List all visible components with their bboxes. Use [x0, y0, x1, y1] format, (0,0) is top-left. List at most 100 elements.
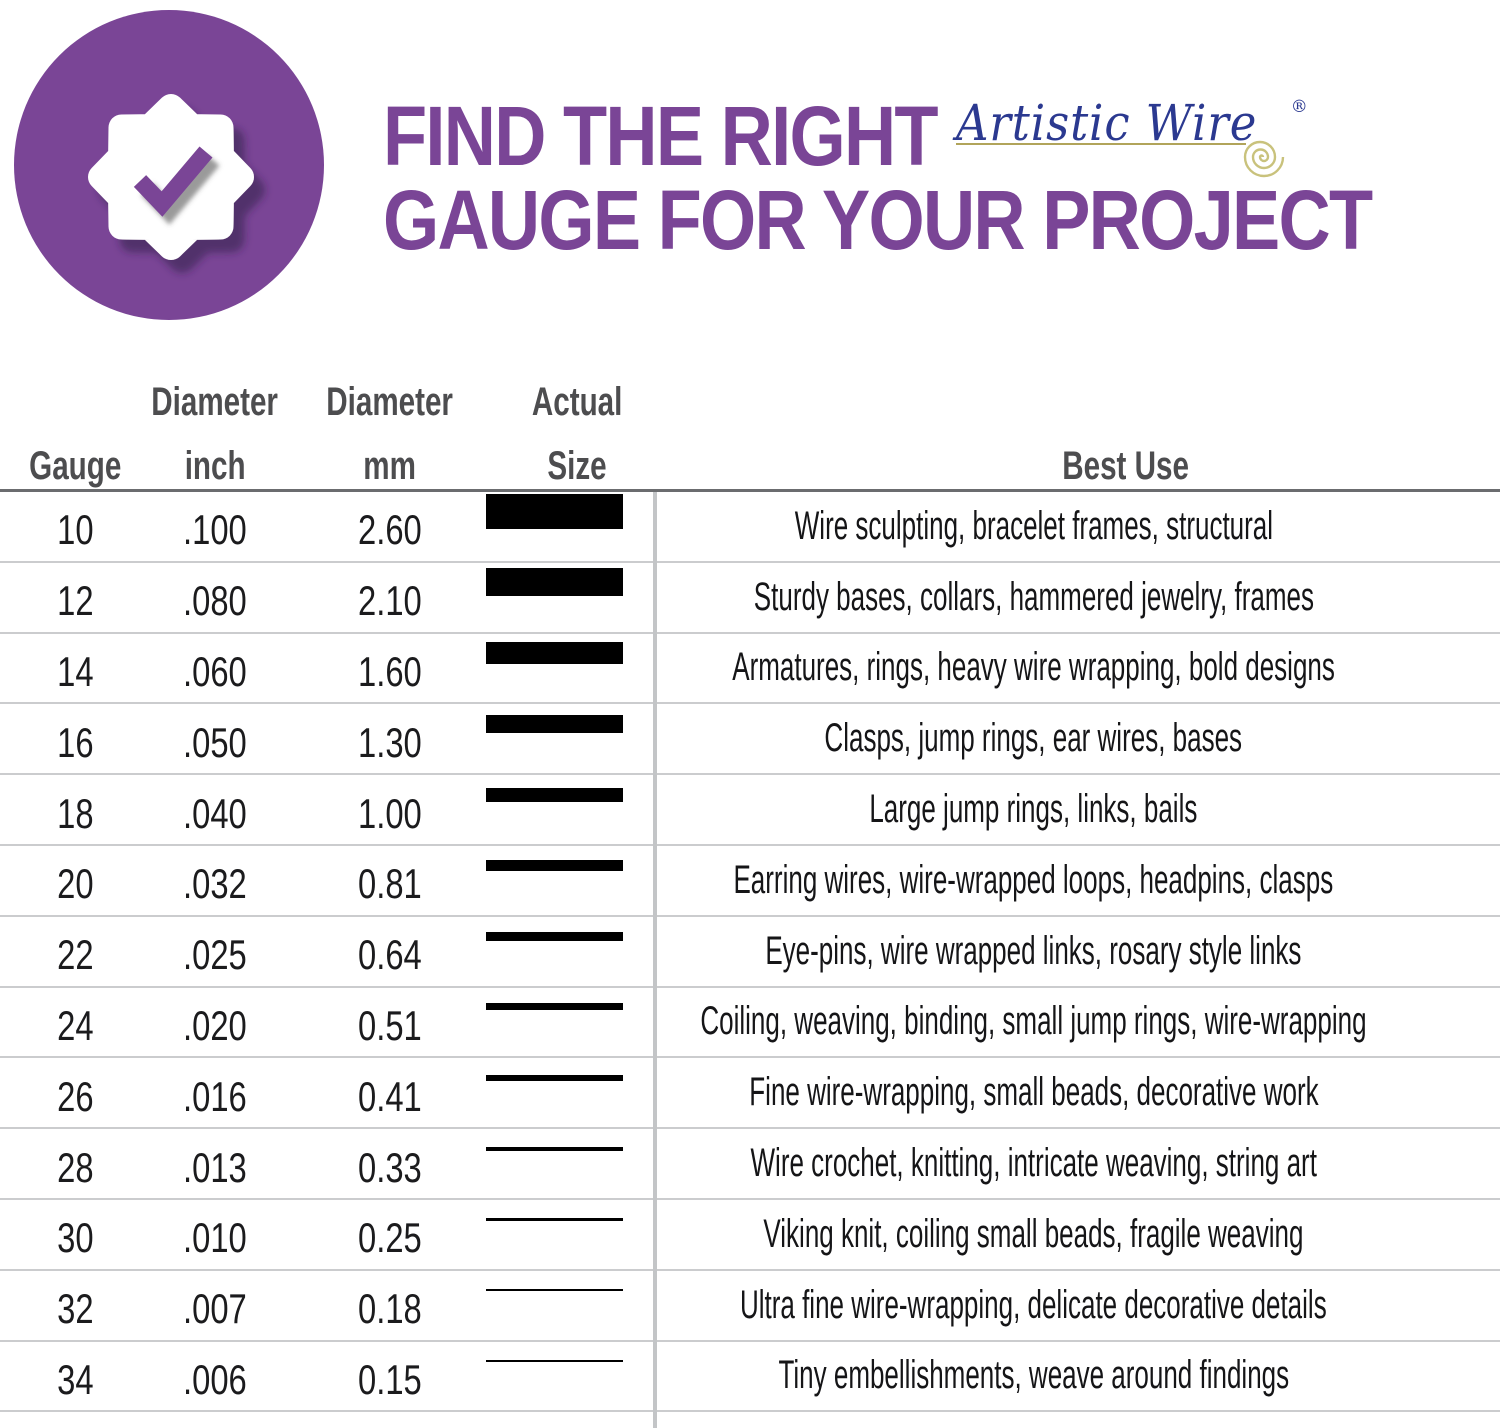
- best-use-cell: Armatures, rings, heavy wire wrapping, b…: [655, 634, 1500, 703]
- diameter-inch-value-text: .006: [183, 1355, 247, 1403]
- best-use-cell-text: Wire sculpting, bracelet frames, structu…: [794, 503, 1273, 548]
- gauge-value: 28: [0, 1129, 150, 1198]
- actual-size-bar: [486, 493, 623, 529]
- diameter-inch-value-text: .025: [183, 931, 247, 979]
- diameter-mm-value: 2.10: [280, 563, 500, 632]
- diameter-inch-value: .016: [150, 1058, 280, 1127]
- best-use-cell-text: Clasps, jump rings, ear wires, bases: [824, 716, 1243, 761]
- best-use-cell: Fine wire-wrapping, small beads, decorat…: [655, 1058, 1500, 1127]
- diameter-mm-value-text: 0.41: [358, 1072, 422, 1120]
- gauge-value-text: 24: [56, 1001, 94, 1049]
- diameter-mm-value: 1.00: [280, 775, 500, 844]
- table-row: 16 .050 1.30 Clasps, jump rings, ear wires,…: [0, 704, 1500, 776]
- best-use-cell-text: Coiling, weaving, binding, small jump ri…: [700, 999, 1367, 1044]
- actual-size-cell: [486, 917, 655, 986]
- diameter-mm-value: 0.15: [280, 1342, 500, 1411]
- gauge-value-text: 32: [56, 1285, 94, 1333]
- diameter-inch-value-text: .020: [183, 1001, 247, 1049]
- gauge-value: 16: [0, 704, 150, 773]
- diameter-inch-value-text: .080: [183, 577, 247, 625]
- diameter-inch-value: .010: [150, 1200, 280, 1269]
- best-use-cell: Viking knit, coiling small beads, fragil…: [655, 1200, 1500, 1269]
- table-header: Gauge Diameter inch Diameter mm Actual S…: [0, 378, 1500, 490]
- actual-size-bar: [486, 1217, 623, 1221]
- diameter-mm-value-text: 0.18: [358, 1285, 422, 1333]
- header-rule: [0, 489, 1500, 492]
- gauge-value: 34: [0, 1342, 150, 1411]
- table-row: 10 .100 2.60 Wire sculpting, bracelet frame…: [0, 492, 1500, 563]
- diameter-inch-value: .020: [150, 988, 280, 1057]
- diameter-inch-value: .007: [150, 1271, 280, 1340]
- table-row: 12 .080 2.10 Sturdy bases, collars, hammere…: [0, 563, 1500, 634]
- table-row: 32 .007 0.18 Ultra fine wire-wrapping, deli…: [0, 1271, 1500, 1342]
- best-use-cell-text: Eye-pins, wire wrapped links, rosary sty…: [765, 928, 1302, 973]
- diameter-inch-value-text: .016: [183, 1072, 247, 1120]
- gauge-value-text: 14: [56, 647, 94, 695]
- diameter-inch-value: .040: [150, 775, 280, 844]
- best-use-cell-text: Sturdy bases, collars, hammered jewelry,…: [753, 574, 1314, 619]
- diameter-mm-value: 0.41: [280, 1058, 500, 1127]
- diameter-mm-value: 1.60: [280, 634, 500, 703]
- best-use-cell-text: Tiny embellishments, weave around findin…: [778, 1353, 1289, 1398]
- best-use-cell: Large jump rings, links, bails: [655, 775, 1500, 844]
- diameter-inch-value: .025: [150, 917, 280, 986]
- diameter-inch-value: .013: [150, 1129, 280, 1198]
- diameter-inch-value: .006: [150, 1342, 280, 1411]
- actual-size-cell: [486, 1129, 655, 1198]
- actual-size-bar: [486, 1359, 623, 1362]
- best-use-cell: Sturdy bases, collars, hammered jewelry,…: [655, 563, 1500, 632]
- diameter-mm-value: 0.33: [280, 1129, 500, 1198]
- gauge-value: 24: [0, 988, 150, 1057]
- diameter-inch-value-text: .040: [183, 789, 247, 837]
- gauge-value: 18: [0, 775, 150, 844]
- table-row: 30 .010 0.25 Viking knit, coiling small bea…: [0, 1200, 1500, 1271]
- diameter-mm-value-text: 0.64: [358, 931, 422, 979]
- gauge-value-text: 26: [56, 1072, 94, 1120]
- best-use-cell-text: Earring wires, wire-wrapped loops, headp…: [733, 857, 1334, 902]
- gauge-value: 14: [0, 634, 150, 703]
- diameter-mm-value-text: 2.60: [358, 506, 422, 554]
- gauge-value: 10: [0, 492, 150, 561]
- header-diameter-inch: Diameter inch: [151, 380, 279, 488]
- header-best-use: Best Use: [1062, 444, 1189, 488]
- diameter-mm-value-text: 0.25: [358, 1214, 422, 1262]
- gauge-value-text: 16: [56, 718, 94, 766]
- diameter-mm-value-text: 1.00: [358, 789, 422, 837]
- table-row: 20 .032 0.81 Earring wires, wire-wrapped lo…: [0, 846, 1500, 917]
- best-use-cell-text: Viking knit, coiling small beads, fragil…: [763, 1211, 1304, 1256]
- table-row: 24 .020 0.51 Coiling, weaving, binding, sma…: [0, 988, 1500, 1059]
- diameter-inch-value-text: .032: [183, 860, 247, 908]
- column-divider: [653, 492, 657, 1428]
- gauge-value-text: 34: [56, 1355, 94, 1403]
- gauge-value: 30: [0, 1200, 150, 1269]
- actual-size-bar: [486, 714, 623, 733]
- diameter-mm-value: 2.60: [280, 492, 500, 561]
- gauge-value: 32: [0, 1271, 150, 1340]
- actual-size-cell: [486, 775, 655, 844]
- diameter-mm-value: 0.51: [280, 988, 500, 1057]
- title-line-1: FIND THE RIGHT: [383, 89, 939, 183]
- actual-size-bar: [486, 1146, 623, 1151]
- diameter-mm-value-text: 2.10: [358, 577, 422, 625]
- actual-size-cell: [486, 1200, 655, 1269]
- gauge-value-text: 18: [56, 789, 94, 837]
- gauge-value: 20: [0, 846, 150, 915]
- gauge-value: 26: [0, 1058, 150, 1127]
- actual-size-cell: [486, 1342, 655, 1411]
- title-line-2: GAUGE FOR YOUR PROJECT: [383, 173, 1373, 267]
- brand-logo: Artistic Wire ®: [956, 94, 1308, 152]
- diameter-inch-value-text: .050: [183, 718, 247, 766]
- gauge-value: 22: [0, 917, 150, 986]
- actual-size-bar: [486, 1003, 623, 1011]
- wire-spiral-icon: [1243, 140, 1285, 178]
- actual-size-cell: [486, 846, 655, 915]
- gauge-value-text: 22: [56, 931, 94, 979]
- table-body: 10 .100 2.60 Wire sculpting, bracelet frame…: [0, 492, 1500, 1413]
- diameter-inch-value-text: .100: [183, 506, 247, 554]
- actual-size-cell: [486, 1271, 655, 1340]
- best-use-cell-text: Wire crochet, knitting, intricate weavin…: [750, 1141, 1317, 1186]
- diameter-mm-value-text: 1.60: [358, 647, 422, 695]
- actual-size-cell: [486, 704, 655, 773]
- diameter-inch-value: .060: [150, 634, 280, 703]
